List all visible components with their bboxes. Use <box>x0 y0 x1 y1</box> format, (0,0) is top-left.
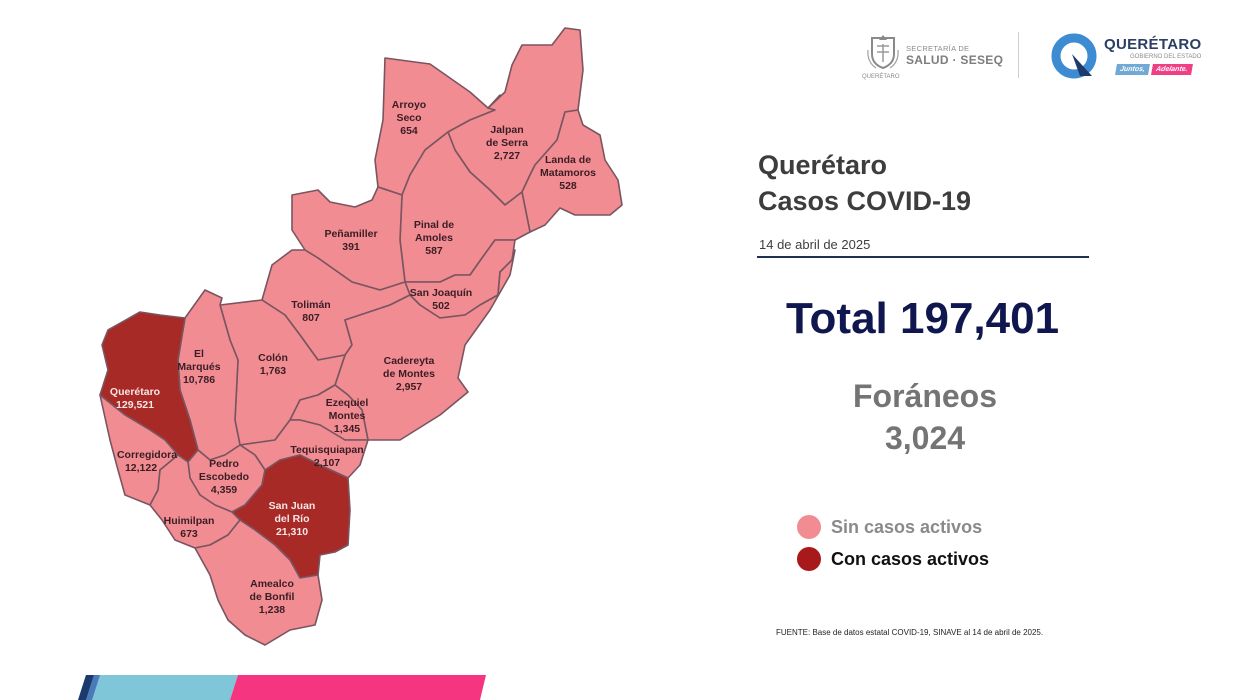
label-cadereyta-2: de Montes <box>383 368 435 380</box>
source-note: FUENTE: Base de datos estatal COVID-19, … <box>776 628 1044 637</box>
legend-label-inactive: Sin casos activos <box>831 516 983 537</box>
gobierno-name: QUERÉTARO <box>1104 36 1202 53</box>
label-pinal-cases: 587 <box>425 245 443 257</box>
report-date: 14 de abril de 2025 <box>759 237 871 252</box>
label-arroyo-seco-1: Arroyo <box>392 99 426 111</box>
label-san-joaquin-1: San Joaquín <box>410 287 472 299</box>
label-colon-cases: 1,763 <box>260 365 286 377</box>
label-landa-1: Landa de <box>545 154 591 166</box>
legend-dot-active-icon <box>797 547 821 571</box>
title-divider <box>757 256 1089 258</box>
label-amealco-1: Amealco <box>250 578 294 590</box>
label-ezequiel-cases: 1,345 <box>334 423 360 435</box>
label-toliman-cases: 807 <box>302 312 320 324</box>
label-penamiller-1: Peñamiller <box>324 228 377 240</box>
queretaro-municipalities-map: Arroyo Seco 654 Jalpan de Serra 2,727 La… <box>99 27 623 646</box>
gobierno-logo: QUERÉTARO GOBIERNO DEL ESTADO Juntos, Ad… <box>1050 30 1225 82</box>
label-huimilpan-cases: 673 <box>180 528 198 540</box>
state-shield-icon <box>867 35 899 70</box>
label-amealco-cases: 1,238 <box>259 604 285 616</box>
label-jalpan-2: de Serra <box>486 137 528 149</box>
label-marques-cases: 10,786 <box>183 374 215 386</box>
label-toliman-1: Tolimán <box>291 299 330 311</box>
label-pedro-1: Pedro <box>209 458 239 470</box>
municipality-amealco-de-bonfil[interactable] <box>194 519 323 646</box>
title-subject: Casos COVID-19 <box>758 186 972 216</box>
gobierno-subtitle: GOBIERNO DEL ESTADO <box>1130 54 1202 60</box>
label-san-joaquin-cases: 502 <box>432 300 450 312</box>
logo-divider <box>1018 32 1019 78</box>
label-queretaro-cases: 129,521 <box>116 399 154 411</box>
label-ezequiel-2: Montes <box>329 410 366 422</box>
q-logo-icon <box>1051 33 1097 79</box>
label-sjr-1: San Juan <box>269 500 316 512</box>
label-jalpan-cases: 2,727 <box>494 150 520 162</box>
label-jalpan-1: Jalpan <box>490 124 523 136</box>
label-colon-1: Colón <box>258 352 288 364</box>
map-labels: Arroyo Seco 654 Jalpan de Serra 2,727 La… <box>110 99 596 616</box>
foraneos-label: Foráneos <box>852 378 998 414</box>
title-state: Querétaro <box>758 150 888 180</box>
label-tequisquiapan-cases: 2,107 <box>314 457 340 469</box>
label-pedro-cases: 4,359 <box>211 484 237 496</box>
seseq-logo: SECRETARÍA DE SALUD · SESEQ QUERÉTARO <box>862 32 1012 82</box>
legend-label-active: Con casos activos <box>831 548 990 569</box>
label-queretaro-1: Querétaro <box>110 386 160 398</box>
label-cadereyta-cases: 2,957 <box>396 381 422 393</box>
slogan-adelante: Adelante. <box>1151 64 1193 75</box>
label-arroyo-seco-cases: 654 <box>400 125 418 137</box>
label-sjr-2: del Río <box>274 513 309 525</box>
total-cases: Total 197,401 <box>785 294 1060 343</box>
label-corregidora-1: Corregidora <box>117 449 177 461</box>
label-marques-1: El <box>194 348 204 360</box>
label-sjr-cases: 21,310 <box>276 526 308 538</box>
label-landa-cases: 528 <box>559 180 577 192</box>
slogan-juntos: Juntos, <box>1115 64 1150 75</box>
label-landa-2: Matamoros <box>540 167 596 179</box>
municipality-huimilpan[interactable] <box>149 454 241 549</box>
seseq-line2: SALUD · SESEQ <box>906 53 1004 67</box>
seseq-line1: SECRETARÍA DE <box>906 44 970 53</box>
label-cadereyta-1: Cadereyta <box>384 355 435 367</box>
municipality-landa-de-matamoros[interactable] <box>521 109 623 233</box>
decorative-band <box>78 675 486 700</box>
legend-item-inactive: Sin casos activos <box>797 515 982 539</box>
legend-item-active: Con casos activos <box>797 547 989 571</box>
label-huimilpan-1: Huimilpan <box>164 515 215 527</box>
legend-dot-inactive-icon <box>797 515 821 539</box>
label-marques-2: Marqués <box>177 361 220 373</box>
foraneos-value: 3,024 <box>884 420 966 456</box>
label-arroyo-seco-2: Seco <box>396 112 421 124</box>
label-pedro-2: Escobedo <box>199 471 249 483</box>
label-pinal-2: Amoles <box>415 232 453 244</box>
header-logos: SECRETARÍA DE SALUD · SESEQ QUERÉTARO QU… <box>862 30 1222 82</box>
label-amealco-2: de Bonfil <box>250 591 295 603</box>
seseq-caption: QUERÉTARO <box>862 74 900 80</box>
label-penamiller-cases: 391 <box>342 241 360 253</box>
label-corregidora-cases: 12,122 <box>125 462 157 474</box>
label-tequisquiapan-1: Tequisquiapan <box>290 444 363 456</box>
label-ezequiel-1: Ezequiel <box>326 397 369 409</box>
label-pinal-1: Pinal de <box>414 219 454 231</box>
